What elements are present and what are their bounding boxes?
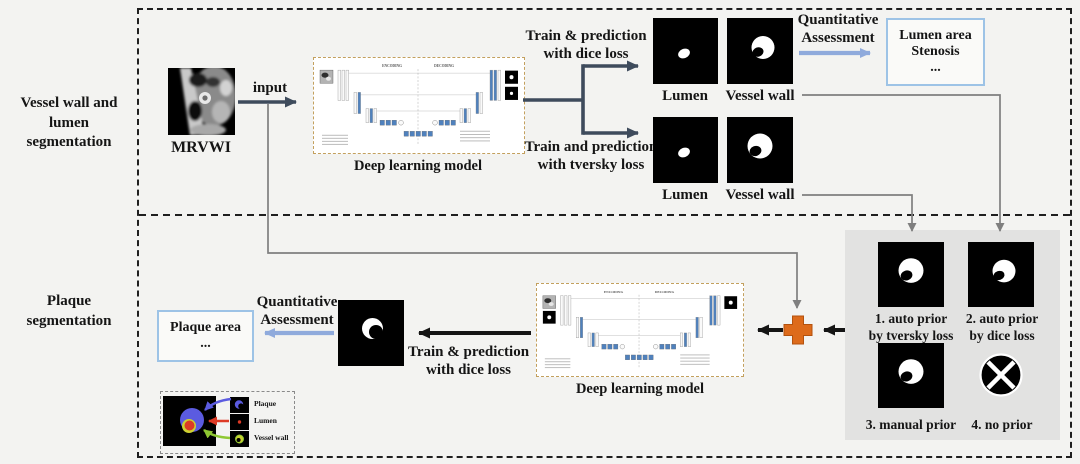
input-label: input bbox=[252, 80, 288, 96]
qa-top-line1: Quantitative bbox=[797, 12, 879, 28]
qa-bottom-label: Quantitative Assessment bbox=[252, 293, 342, 329]
deep-learning-model-2: ENCODING DECODING bbox=[536, 283, 744, 377]
branch-dice-line2: with dice loss bbox=[543, 46, 629, 62]
legend-plaque-label: Plaque bbox=[254, 399, 277, 408]
svg-text:DECODING: DECODING bbox=[434, 64, 454, 68]
prior4-label: 4. no prior bbox=[971, 417, 1033, 432]
tversky-vessel-caption: Vessel wall bbox=[725, 187, 795, 203]
mrvwi-caption: MRVWI bbox=[171, 139, 231, 156]
qa-top-label: Quantitative Assessment bbox=[795, 11, 881, 47]
train-bottom-line1: Train & prediction bbox=[407, 344, 530, 360]
svg-text:DECODING: DECODING bbox=[655, 290, 675, 294]
result-ellipsis-bottom: ... bbox=[200, 336, 211, 351]
section-label-top-line1: Vessel wall and lumen bbox=[20, 95, 118, 131]
tversky-lumen-caption: Lumen bbox=[662, 187, 708, 203]
prior1-auto-tversky-image bbox=[878, 242, 944, 307]
section-divider-dashed-line bbox=[139, 214, 1070, 216]
section-label-top: Vessel wall and lumen segmentation bbox=[0, 94, 138, 153]
prior1-label: 1. auto prior by tversky loss bbox=[858, 310, 964, 344]
prior4-no-prior-icon bbox=[968, 343, 1034, 408]
model1-caption: Deep learning model bbox=[353, 158, 483, 174]
outer-dashed-frame bbox=[137, 8, 1072, 458]
section-label-bottom: Plaque segmentation bbox=[0, 292, 138, 331]
tversky-lumen-mask-image bbox=[653, 117, 718, 183]
section-label-top-line2: segmentation bbox=[26, 134, 112, 150]
unet-diagram-2: ENCODING DECODING bbox=[542, 290, 738, 369]
dice-lumen-caption: Lumen bbox=[662, 88, 708, 104]
legend-vessel-label: Vessel wall bbox=[254, 433, 289, 442]
qa-bottom-line2: Assessment bbox=[260, 312, 334, 328]
branch-tversky-label: Train and prediction with tversky loss bbox=[511, 138, 671, 174]
result-ellipsis-top: ... bbox=[930, 60, 941, 75]
prior3-label: 3. manual prior bbox=[865, 417, 957, 432]
qa-top-line2: Assessment bbox=[801, 30, 875, 46]
result-lumen-area: Lumen area bbox=[899, 28, 972, 43]
svg-text:ENCODING: ENCODING bbox=[382, 64, 402, 68]
dice-lumen-mask-image bbox=[653, 18, 718, 84]
legend-box bbox=[160, 391, 295, 454]
train-bottom-line2: with dice loss bbox=[425, 362, 511, 378]
plaque-area-result-box: Plaque area ... bbox=[157, 310, 254, 362]
result-stenosis: Stenosis bbox=[911, 44, 960, 59]
legend-vessel-swatch bbox=[230, 431, 249, 447]
prior3-manual-image bbox=[878, 343, 944, 408]
legend-lumen-swatch bbox=[230, 414, 249, 430]
svg-text:ENCODING: ENCODING bbox=[604, 290, 624, 294]
dice-vessel-wall-mask-image bbox=[727, 18, 793, 84]
unet-diagram-1: ENCODING DECODING bbox=[319, 64, 518, 145]
deep-learning-model-1: ENCODING DECODING bbox=[313, 57, 525, 154]
branch-dice-label: Train & prediction with dice loss bbox=[511, 27, 661, 63]
qa-bottom-line1: Quantitative bbox=[256, 294, 338, 310]
prior2-line1: 2. auto prior bbox=[965, 311, 1039, 326]
prior2-line2: by dice loss bbox=[969, 328, 1035, 343]
train-bottom-label: Train & prediction with dice loss bbox=[396, 343, 541, 379]
prior1-line1: 1. auto prior bbox=[874, 311, 948, 326]
dice-vessel-caption: Vessel wall bbox=[725, 88, 795, 104]
branch-dice-line1: Train & prediction bbox=[525, 28, 647, 44]
legend-lumen-label: Lumen bbox=[254, 416, 277, 425]
result-plaque-area: Plaque area bbox=[170, 320, 241, 335]
legend-composite-image bbox=[163, 396, 216, 446]
lumen-area-result-box: Lumen area Stenosis ... bbox=[886, 18, 985, 86]
section-label-bottom-line2: segmentation bbox=[26, 312, 112, 329]
prior2-auto-dice-image bbox=[968, 242, 1034, 307]
mrvwi-image bbox=[168, 68, 235, 135]
model2-caption: Deep learning model bbox=[575, 381, 705, 397]
plaque-result-mask-image bbox=[338, 300, 404, 366]
branch-tversky-line1: Train and prediction bbox=[524, 139, 658, 155]
prior1-line2: by tversky loss bbox=[868, 328, 954, 343]
branch-tversky-line2: with tversky loss bbox=[537, 157, 645, 173]
legend-plaque-swatch bbox=[230, 397, 249, 413]
prior2-label: 2. auto prior by dice loss bbox=[950, 310, 1054, 344]
section-label-bottom-line1: Plaque bbox=[46, 293, 92, 309]
tversky-vessel-wall-mask-image bbox=[727, 117, 793, 183]
